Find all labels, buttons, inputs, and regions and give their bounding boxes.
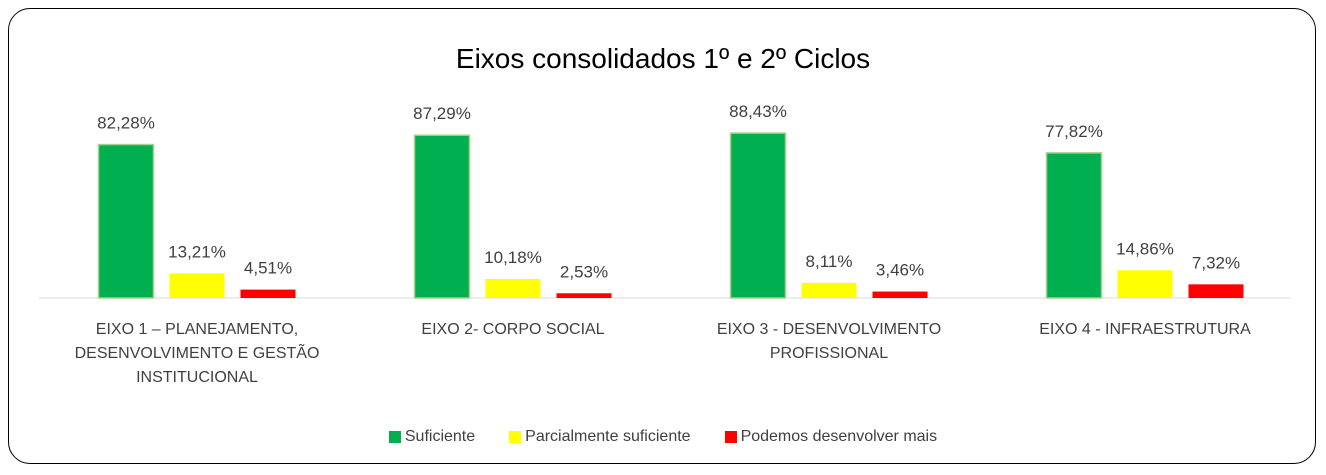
chart-title: Eixos consolidados 1º e 2º Ciclos [456,43,870,74]
data-label: 4,51% [244,259,292,278]
data-label: 77,82% [1045,122,1103,141]
x-tick-label: EIXO 2- CORPO SOCIAL [421,321,605,338]
data-label: 87,29% [413,104,471,123]
data-label: 10,18% [484,248,542,267]
bar [1117,270,1173,298]
bar [240,289,296,298]
data-label: 14,86% [1116,239,1174,258]
legend-item: Parcialmente suficiente [509,428,691,446]
bar [97,143,155,299]
legend: Suficiente Parcialmente suficiente Podemos… [0,428,1326,446]
x-tick-label: EIXO 3 - DESENVOLVIMENTO PROFISSIONAL [716,321,942,362]
data-label: 13,21% [168,242,226,261]
legend-swatch [509,431,522,443]
legend-label: Podemos desenvolver mais [740,428,938,445]
legend-swatch [724,431,737,443]
bar [1188,284,1244,298]
bar [413,134,471,299]
bar [485,279,541,298]
legend-label: Suficiente [404,428,476,445]
data-label: 8,11% [806,252,853,271]
data-label: 82,28% [97,114,155,133]
x-tick-label: EIXO 1 – PLANEJAMENTO, DESENVOLVIMENTO E… [74,321,320,386]
legend-item: Podemos desenvolver mais [724,428,938,446]
bar [872,291,928,298]
bar [729,132,787,299]
data-label: 88,43% [729,102,787,121]
legend-label: Parcialmente suficiente [525,428,691,445]
data-label: 3,46% [876,261,924,280]
chart-border [8,8,1316,464]
data-label: 7,32% [1192,253,1240,272]
legend-item: Suficiente [388,428,476,446]
bar [556,293,612,298]
legend-swatch [388,431,401,443]
bar [1045,152,1103,299]
x-tick-label: EIXO 4 - INFRAESTRUTURA [1039,321,1251,338]
data-label: 2,53% [560,262,608,281]
bar [169,273,225,298]
bar [801,282,857,298]
